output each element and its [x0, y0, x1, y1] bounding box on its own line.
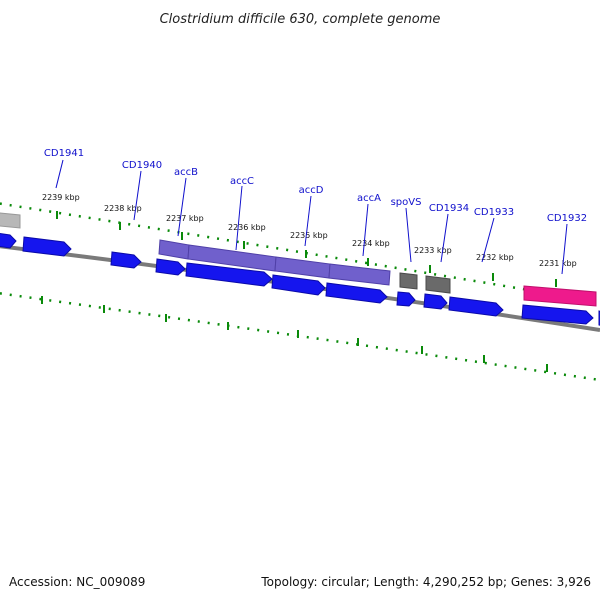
gene-label: accD — [299, 185, 324, 196]
tick-label: 2237 kbp — [166, 214, 204, 223]
tick-label: 2238 kbp — [104, 204, 142, 213]
gene-arrow — [271, 274, 326, 296]
gene-label: accA — [357, 193, 381, 204]
label-leader — [405, 207, 412, 263]
tick-label: 2232 kbp — [476, 253, 514, 262]
genome-summary-text: Topology: circular; Length: 4,290,252 bp… — [260, 575, 591, 589]
gene-arrow — [110, 251, 142, 269]
tick-label: 2234 kbp — [352, 239, 390, 248]
label-leader — [235, 185, 243, 251]
genome-title: Clostridium difficile 630, complete geno… — [160, 12, 441, 27]
gene-arrow — [22, 236, 72, 257]
tick-label: 2231 kbp — [539, 259, 577, 268]
gene-arrow — [423, 293, 448, 310]
CD1934-feature — [425, 275, 451, 294]
label-leader — [481, 217, 495, 263]
CD1932-feature — [523, 285, 597, 307]
gene-label: spoVS — [391, 197, 422, 208]
gene-arrow — [0, 232, 17, 249]
label-leader — [133, 170, 142, 221]
label-leader — [304, 195, 312, 247]
label-leader — [561, 223, 568, 275]
gene-arrow — [185, 262, 273, 287]
gene-arrow — [448, 296, 504, 317]
gene-label: CD1933 — [474, 207, 514, 218]
spoVS-feature — [399, 272, 418, 290]
tick-label: 2236 kbp — [228, 223, 266, 232]
tick-label: 2233 kbp — [414, 246, 452, 255]
label-leader — [362, 203, 369, 257]
gene-arrow — [325, 282, 388, 304]
tick-label: 2235 kbp — [290, 231, 328, 240]
gene-arrow — [155, 258, 186, 276]
gene-label: CD1932 — [547, 213, 587, 224]
label-leader — [440, 213, 449, 263]
label-leader — [55, 159, 64, 189]
accA-feature — [328, 263, 391, 286]
grey-feature-left — [0, 212, 21, 229]
gene-label: CD1940 — [122, 160, 162, 171]
gene-label: accB — [174, 167, 198, 178]
tick-label: 2239 kbp — [42, 193, 80, 202]
gene-label: accC — [230, 176, 254, 187]
outer-scale-track — [0, 202, 600, 304]
gene-arrow — [521, 304, 594, 325]
gene-label: CD1934 — [429, 203, 469, 214]
label-leader — [177, 177, 187, 237]
gene-arrow — [396, 291, 416, 307]
gene-label: CD1941 — [44, 148, 84, 159]
accession-text: Accession: NC_009089 — [9, 575, 145, 589]
